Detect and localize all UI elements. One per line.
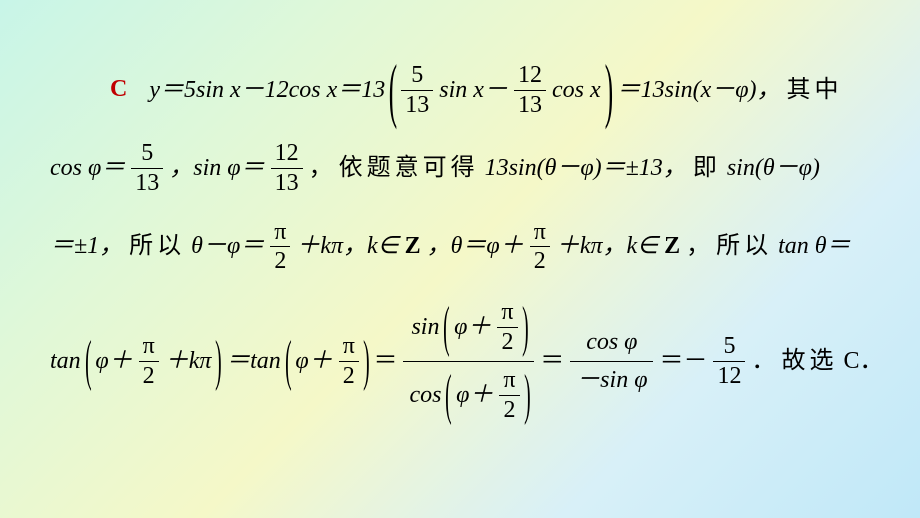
line-3: ＝±1， 所以 θ－φ＝ π 2 ＋kπ，k∈ Z ，θ＝φ＋ π 2 ＋kπ，… xyxy=(50,218,870,277)
frac-pi-2-d: π 2 xyxy=(339,332,359,391)
line1-part-d: ＝13sin(x－φ)， xyxy=(617,76,781,105)
solution-text: C y＝5sin x－12cos x＝13 ( 5 13 sin x－ 12 1… xyxy=(50,55,870,428)
line4-a: tan xyxy=(50,347,81,376)
frac-12-13-a: 12 13 xyxy=(514,61,546,120)
line2-a: cos φ＝ xyxy=(50,154,125,183)
line1-cn1: 其中 xyxy=(787,76,843,105)
line4-c: ＋kπ xyxy=(165,347,212,376)
line4-d: ＝tan xyxy=(226,347,281,376)
bf1-den-b: φ＋ xyxy=(456,381,493,410)
paren-l-3: ( xyxy=(444,300,451,354)
line-1: C y＝5sin x－12cos x＝13 ( 5 13 sin x－ 12 1… xyxy=(50,55,870,125)
line3-d: ，θ＝φ＋ xyxy=(427,232,524,261)
line3-cn1: 所以 xyxy=(129,232,185,261)
line4-h: ＝－ xyxy=(659,347,707,376)
paren-l-4: ( xyxy=(446,368,453,422)
line4-i: ． xyxy=(751,347,775,376)
line2-b: ，sin φ＝ xyxy=(169,154,264,183)
line1-part-b: sin x－ xyxy=(439,76,508,105)
frac-pi-2-a: π 2 xyxy=(270,218,290,277)
line2-cn2: 即 xyxy=(693,154,721,183)
paren-l-1: ( xyxy=(85,334,92,388)
bf2-num: cos φ xyxy=(570,324,653,361)
bf2-den: －sin φ xyxy=(570,361,653,399)
line4-f: ＝ xyxy=(373,347,397,376)
frac-pi-2-b: π 2 xyxy=(530,218,550,277)
line4-j: C． xyxy=(843,347,883,376)
paren-r-2: ) xyxy=(363,334,370,388)
frac-pi-2-c: π 2 xyxy=(139,332,159,391)
set-z-1: Z xyxy=(405,232,421,261)
line1-part-c: cos x xyxy=(552,76,601,105)
line3-g: tan θ＝ xyxy=(778,232,850,261)
frac-pi-2-f: π 2 xyxy=(499,366,519,425)
line2-c: ， xyxy=(309,154,333,183)
big-rparen-1: ) xyxy=(604,55,612,125)
line2-cn1: 依题意可得 xyxy=(339,154,479,183)
line3-f: ， xyxy=(686,232,710,261)
frac-5-12: 5 12 xyxy=(713,332,745,391)
line-4: tan ( φ＋ π 2 ＋kπ ) ＝tan ( φ＋ π 2 ) ＝ sin… xyxy=(50,294,870,428)
bigfrac-1: sin ( φ＋ π 2 ) cos ( φ＋ π 2 xyxy=(403,294,534,428)
line2-e: sin(θ－φ) xyxy=(727,154,820,183)
paren-r-1: ) xyxy=(215,334,222,388)
line1-part-a: y＝5sin x－12cos x＝13 xyxy=(149,76,385,105)
frac-pi-2-e: π 2 xyxy=(497,298,517,357)
paren-r-4: ) xyxy=(524,368,531,422)
bf1-den-a: cos xyxy=(409,381,441,410)
line4-e: φ＋ xyxy=(295,347,332,376)
paren-r-3: ) xyxy=(522,300,529,354)
line3-b: θ－φ＝ xyxy=(191,232,264,261)
big-lparen-1: ( xyxy=(389,55,397,125)
paren-l-2: ( xyxy=(285,334,292,388)
bf1-num-a: sin xyxy=(411,313,439,342)
answer-letter: C xyxy=(110,76,127,102)
frac-5-13-b: 5 13 xyxy=(131,139,163,198)
frac-12-13-b: 12 13 xyxy=(271,139,303,198)
line3-cn2: 所以 xyxy=(716,232,772,261)
line3-a: ＝±1， xyxy=(50,232,123,261)
line2-d: 13sin(θ－φ)＝±13， xyxy=(485,154,687,183)
bigfrac-2: cos φ －sin φ xyxy=(570,324,653,399)
line3-c: ＋kπ，k∈ xyxy=(296,232,398,261)
line4-g: ＝ xyxy=(540,347,564,376)
frac-5-13-a: 5 13 xyxy=(401,61,433,120)
set-z-2: Z xyxy=(664,232,680,261)
line-2: cos φ＝ 5 13 ，sin φ＝ 12 13 ， 依题意可得 13sin(… xyxy=(50,139,870,198)
bf1-num-b: φ＋ xyxy=(454,313,491,342)
line4-cn1: 故选 xyxy=(781,347,837,376)
line3-e: ＋kπ，k∈ xyxy=(556,232,658,261)
line4-b: φ＋ xyxy=(95,347,132,376)
